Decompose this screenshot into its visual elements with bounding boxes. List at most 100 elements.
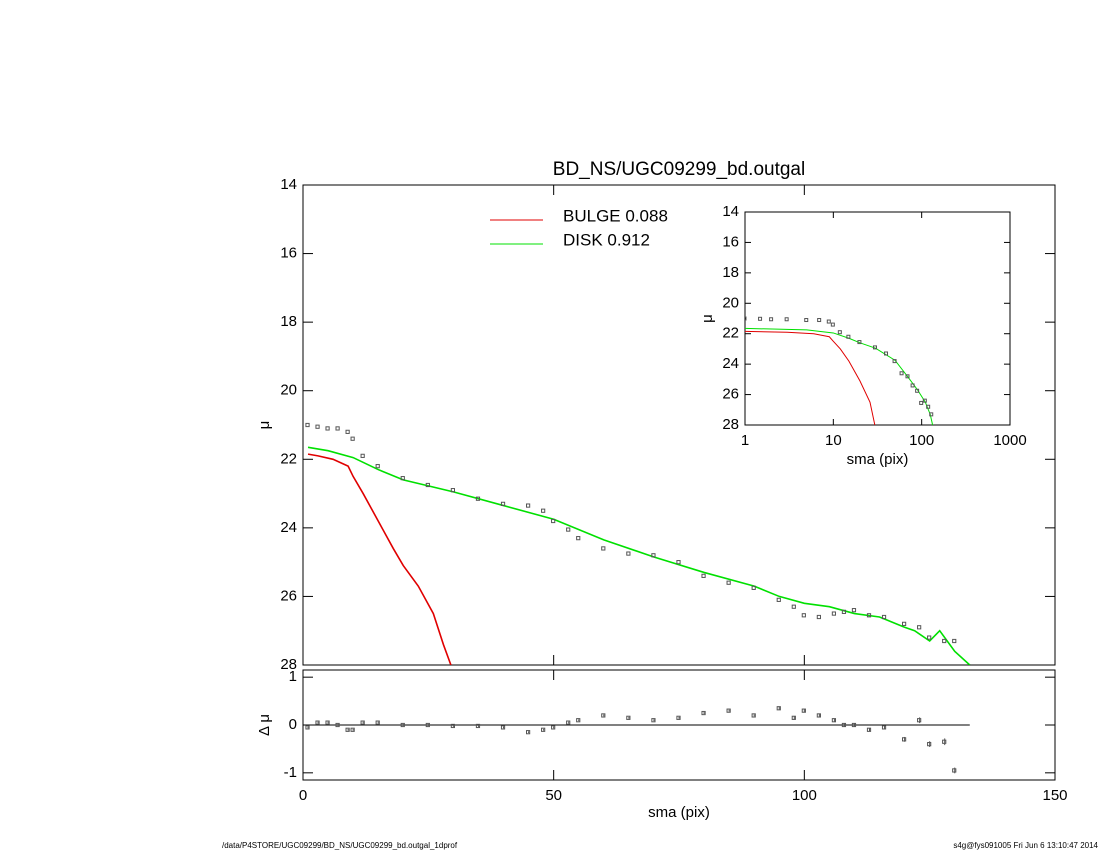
data-point <box>335 426 340 431</box>
data-point <box>927 635 932 640</box>
data-point <box>566 720 571 725</box>
data-point <box>676 715 681 720</box>
data-point <box>500 501 506 506</box>
data-point <box>857 340 862 345</box>
data-point <box>942 739 947 744</box>
y-tick-label: 24 <box>722 355 739 372</box>
data-point <box>676 560 681 565</box>
legend-label: BULGE 0.088 <box>563 206 668 225</box>
data-point <box>791 715 796 720</box>
data-point <box>881 614 887 620</box>
data-point <box>801 708 806 713</box>
y-tick-label: 14 <box>722 203 739 220</box>
data-point <box>745 316 747 321</box>
y-tick-label: 26 <box>722 386 739 403</box>
data-point <box>902 621 907 626</box>
data-point <box>375 464 380 469</box>
data-point <box>902 737 907 742</box>
data-point <box>425 482 430 488</box>
data-point <box>345 727 350 732</box>
footer-right: s4g@fys091005 Fri Jun 6 13:10:47 2014 <box>953 841 1098 850</box>
data-point <box>360 720 365 725</box>
data-point <box>315 424 320 429</box>
model-line <box>745 330 876 425</box>
data-point <box>926 404 931 409</box>
y-tick-label: 20 <box>722 294 739 311</box>
data-point <box>601 546 606 551</box>
x-axis-label: sma (pix) <box>648 804 710 821</box>
data-point <box>475 496 481 501</box>
data-point <box>826 319 831 324</box>
data-point <box>475 723 481 729</box>
data-point <box>917 625 922 630</box>
data-point <box>784 317 789 322</box>
data-point <box>919 400 924 405</box>
x-axis-label: sma (pix) <box>847 451 909 468</box>
data-point <box>831 611 837 616</box>
data-point <box>325 720 330 725</box>
data-point <box>576 718 581 723</box>
footer-left: /data/P4STORE/UGC09299/BD_NS/UGC09299_bd… <box>222 841 458 850</box>
data-point <box>841 609 847 614</box>
y-tick-label: 24 <box>280 519 297 536</box>
data-point <box>922 398 927 403</box>
data-point <box>400 722 405 728</box>
data-point <box>851 722 857 728</box>
data-point <box>566 527 571 532</box>
data-point <box>726 580 731 585</box>
data-point <box>350 727 355 732</box>
data-point <box>830 322 835 327</box>
data-point <box>360 453 365 458</box>
data-point <box>450 723 455 729</box>
y-tick-label: 16 <box>280 245 297 262</box>
data-point <box>769 317 774 322</box>
plot-area <box>745 316 934 425</box>
x-tick-label: 1000 <box>993 432 1026 449</box>
data-point <box>526 730 531 735</box>
data-point <box>816 614 821 620</box>
data-point <box>751 713 756 718</box>
data-point <box>400 476 405 481</box>
data-point <box>651 553 656 558</box>
data-point <box>701 710 706 716</box>
data-point <box>881 725 887 730</box>
data-point <box>801 613 806 618</box>
y-tick-label: 26 <box>280 587 297 604</box>
data-point <box>831 718 837 723</box>
y-tick-label: 18 <box>722 264 739 281</box>
data-point <box>776 706 781 711</box>
data-point <box>551 725 556 730</box>
model-line <box>307 453 452 665</box>
data-point <box>872 345 877 350</box>
x-tick-label: 150 <box>1042 787 1067 804</box>
data-point <box>910 383 915 388</box>
data-point <box>651 718 656 723</box>
data-point <box>791 604 796 609</box>
data-point <box>335 722 340 728</box>
x-tick-label: 0 <box>299 787 307 804</box>
data-point <box>751 585 756 590</box>
data-point <box>425 722 430 728</box>
data-point <box>816 713 821 718</box>
plot-frame <box>302 184 1056 666</box>
data-point <box>899 371 904 376</box>
chart-title: BD_NS/UGC09299_bd.outgal <box>553 159 805 180</box>
data-point <box>866 727 872 732</box>
model-line <box>307 446 971 665</box>
data-point <box>846 334 851 339</box>
data-point <box>375 720 380 725</box>
data-point <box>929 412 934 417</box>
data-point <box>701 573 706 578</box>
data-point <box>500 725 506 730</box>
y-tick-label: -1 <box>284 764 297 781</box>
x-tick-label: 10 <box>825 432 842 449</box>
y-tick-label: 28 <box>722 416 739 433</box>
data-point <box>884 351 889 356</box>
y-tick-label: 0 <box>289 716 297 733</box>
data-point <box>315 720 320 725</box>
data-point <box>626 551 631 556</box>
data-point <box>817 318 822 323</box>
data-point <box>837 330 842 335</box>
data-point <box>325 426 330 431</box>
